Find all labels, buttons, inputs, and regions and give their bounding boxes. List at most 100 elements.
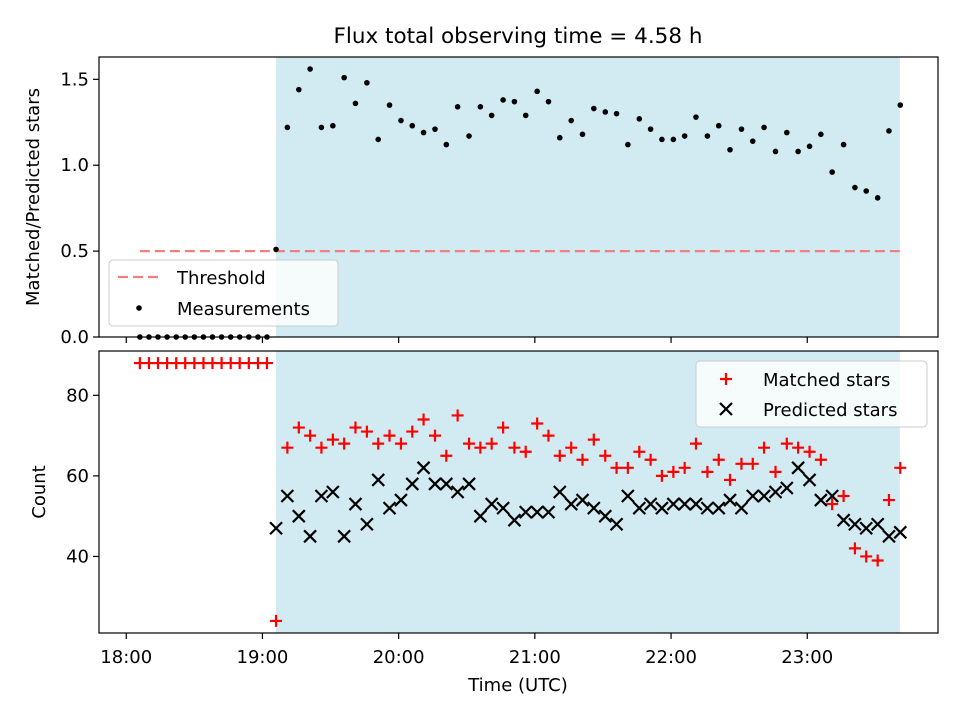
y-tick-label: 0.0: [60, 327, 89, 348]
bottom-panel-marks: [133, 357, 908, 627]
predicted-stars-point: [280, 489, 295, 503]
top-panel-axes: 0.0 0.5 1.0 1.5: [60, 69, 808, 348]
top-legend: Threshold Measurements: [108, 259, 339, 327]
matched-stars-point: [519, 445, 532, 458]
matched-stars-point: [474, 441, 487, 454]
legend-threshold-label: Threshold: [176, 268, 266, 289]
predicted-stars-point: [348, 497, 363, 511]
measurements-point: [511, 98, 518, 105]
top-shaded-region: [276, 57, 900, 337]
matched-stars-point: [260, 357, 273, 370]
matched-stars-point: [417, 413, 430, 426]
measurements-point: [647, 126, 654, 132]
matched-stars-point: [871, 554, 884, 567]
matched-stars-point: [394, 437, 407, 450]
matched-stars-point: [610, 461, 623, 474]
measurements-point: [375, 136, 382, 143]
predicted-stars-point: [598, 509, 613, 523]
legend-measurements-swatch: [136, 305, 142, 311]
measurements-point: [534, 88, 540, 95]
predicted-stars-point: [802, 473, 817, 487]
predicted-stars-point: [791, 461, 805, 475]
bottom-panel: 40 60 80 18:00 19:00 20:00 21:00 22:00 23:00 Cou…: [29, 350, 939, 696]
matched-stars-point: [349, 421, 362, 434]
predicted-stars-point: [484, 497, 499, 511]
predicted-stars-point: [326, 485, 340, 499]
measurements-point: [772, 148, 779, 155]
bottom-panel-frame: [98, 350, 939, 634]
bottom-legend: Matched stars Predicted stars: [695, 360, 928, 428]
predicted-stars-point: [757, 489, 771, 503]
predicted-stars-point: [745, 489, 760, 503]
predicted-stars-point: [371, 473, 385, 487]
matched-stars-point: [780, 437, 793, 450]
matched-stars-point: [678, 461, 691, 474]
x-tick-label: 20:00: [373, 647, 425, 668]
predicted-stars-point: [859, 521, 873, 536]
measurements-point: [715, 122, 722, 129]
measurements-point: [829, 169, 835, 175]
measurements-point: [693, 114, 699, 120]
y-tick-label: 1.5: [60, 69, 89, 90]
predicted-stars-point: [711, 501, 726, 515]
measurements-point: [386, 102, 393, 108]
matched-stars-point: [281, 441, 294, 454]
measurements-point: [749, 138, 756, 144]
measurements-point: [636, 116, 643, 122]
predicted-stars-point: [848, 517, 862, 532]
predicted-stars-point: [473, 509, 488, 523]
matched-stars-point: [724, 473, 737, 486]
matched-stars-point: [542, 429, 555, 442]
predicted-stars-point: [893, 525, 908, 540]
predicted-stars-point: [428, 477, 442, 491]
predicted-stars-point: [689, 497, 703, 511]
measurements-point: [488, 112, 495, 119]
matched-stars-point: [792, 441, 805, 454]
measurements-point: [466, 133, 472, 139]
measurements-point: [659, 136, 665, 143]
measurements-point: [784, 129, 790, 136]
top-panel: 0.0 0.5 1.0 1.5 Matched/Predicted stars Thr…: [23, 56, 939, 348]
measurements-point: [522, 112, 529, 119]
matched-stars-point: [531, 417, 544, 430]
predicted-stars-point: [530, 505, 544, 519]
matched-stars-point: [758, 441, 771, 454]
measurements-point: [500, 97, 506, 103]
matched-stars-point: [338, 437, 351, 450]
matched-stars-point: [315, 441, 328, 454]
matched-stars-point: [837, 490, 850, 503]
bottom-legend-box: [695, 360, 928, 428]
x-tick-label: 22:00: [645, 647, 697, 668]
measurements-point: [886, 128, 892, 134]
predicted-stars-point: [382, 501, 397, 515]
predicted-stars-point: [496, 501, 510, 515]
predicted-stars-point: [394, 493, 408, 507]
predicted-stars-point: [269, 521, 283, 536]
bottom-panel-axes: 40 60 80 18:00 19:00 20:00 21:00 22:00 23:00: [66, 385, 833, 668]
matched-stars-point: [803, 445, 816, 458]
predicted-stars-point: [632, 501, 647, 515]
predicted-stars-point: [507, 513, 522, 527]
measurements-point: [613, 110, 620, 117]
measurements-point: [330, 122, 336, 129]
predicted-stars-point: [575, 493, 590, 507]
measurements-point: [625, 141, 631, 148]
y-tick-label: 40: [66, 546, 89, 567]
predicted-stars-point: [609, 517, 624, 532]
measurements-point: [852, 184, 858, 191]
top-y-axis-label: Matched/Predicted stars: [23, 88, 44, 306]
predicted-stars-point: [303, 529, 317, 544]
measurements-point: [840, 141, 847, 148]
predicted-stars-point: [734, 501, 749, 515]
matched-stars-point: [769, 465, 782, 478]
matched-stars-point: [814, 453, 827, 466]
measurements-point: [318, 124, 325, 131]
predicted-stars-point: [450, 485, 465, 499]
measurements-point: [704, 133, 711, 139]
measurements-point: [273, 246, 279, 253]
matched-stars-point: [860, 550, 873, 563]
measurements-point: [591, 105, 597, 112]
matched-stars-point: [667, 465, 680, 478]
matched-stars-point: [383, 429, 396, 442]
measurements-point: [420, 129, 427, 136]
